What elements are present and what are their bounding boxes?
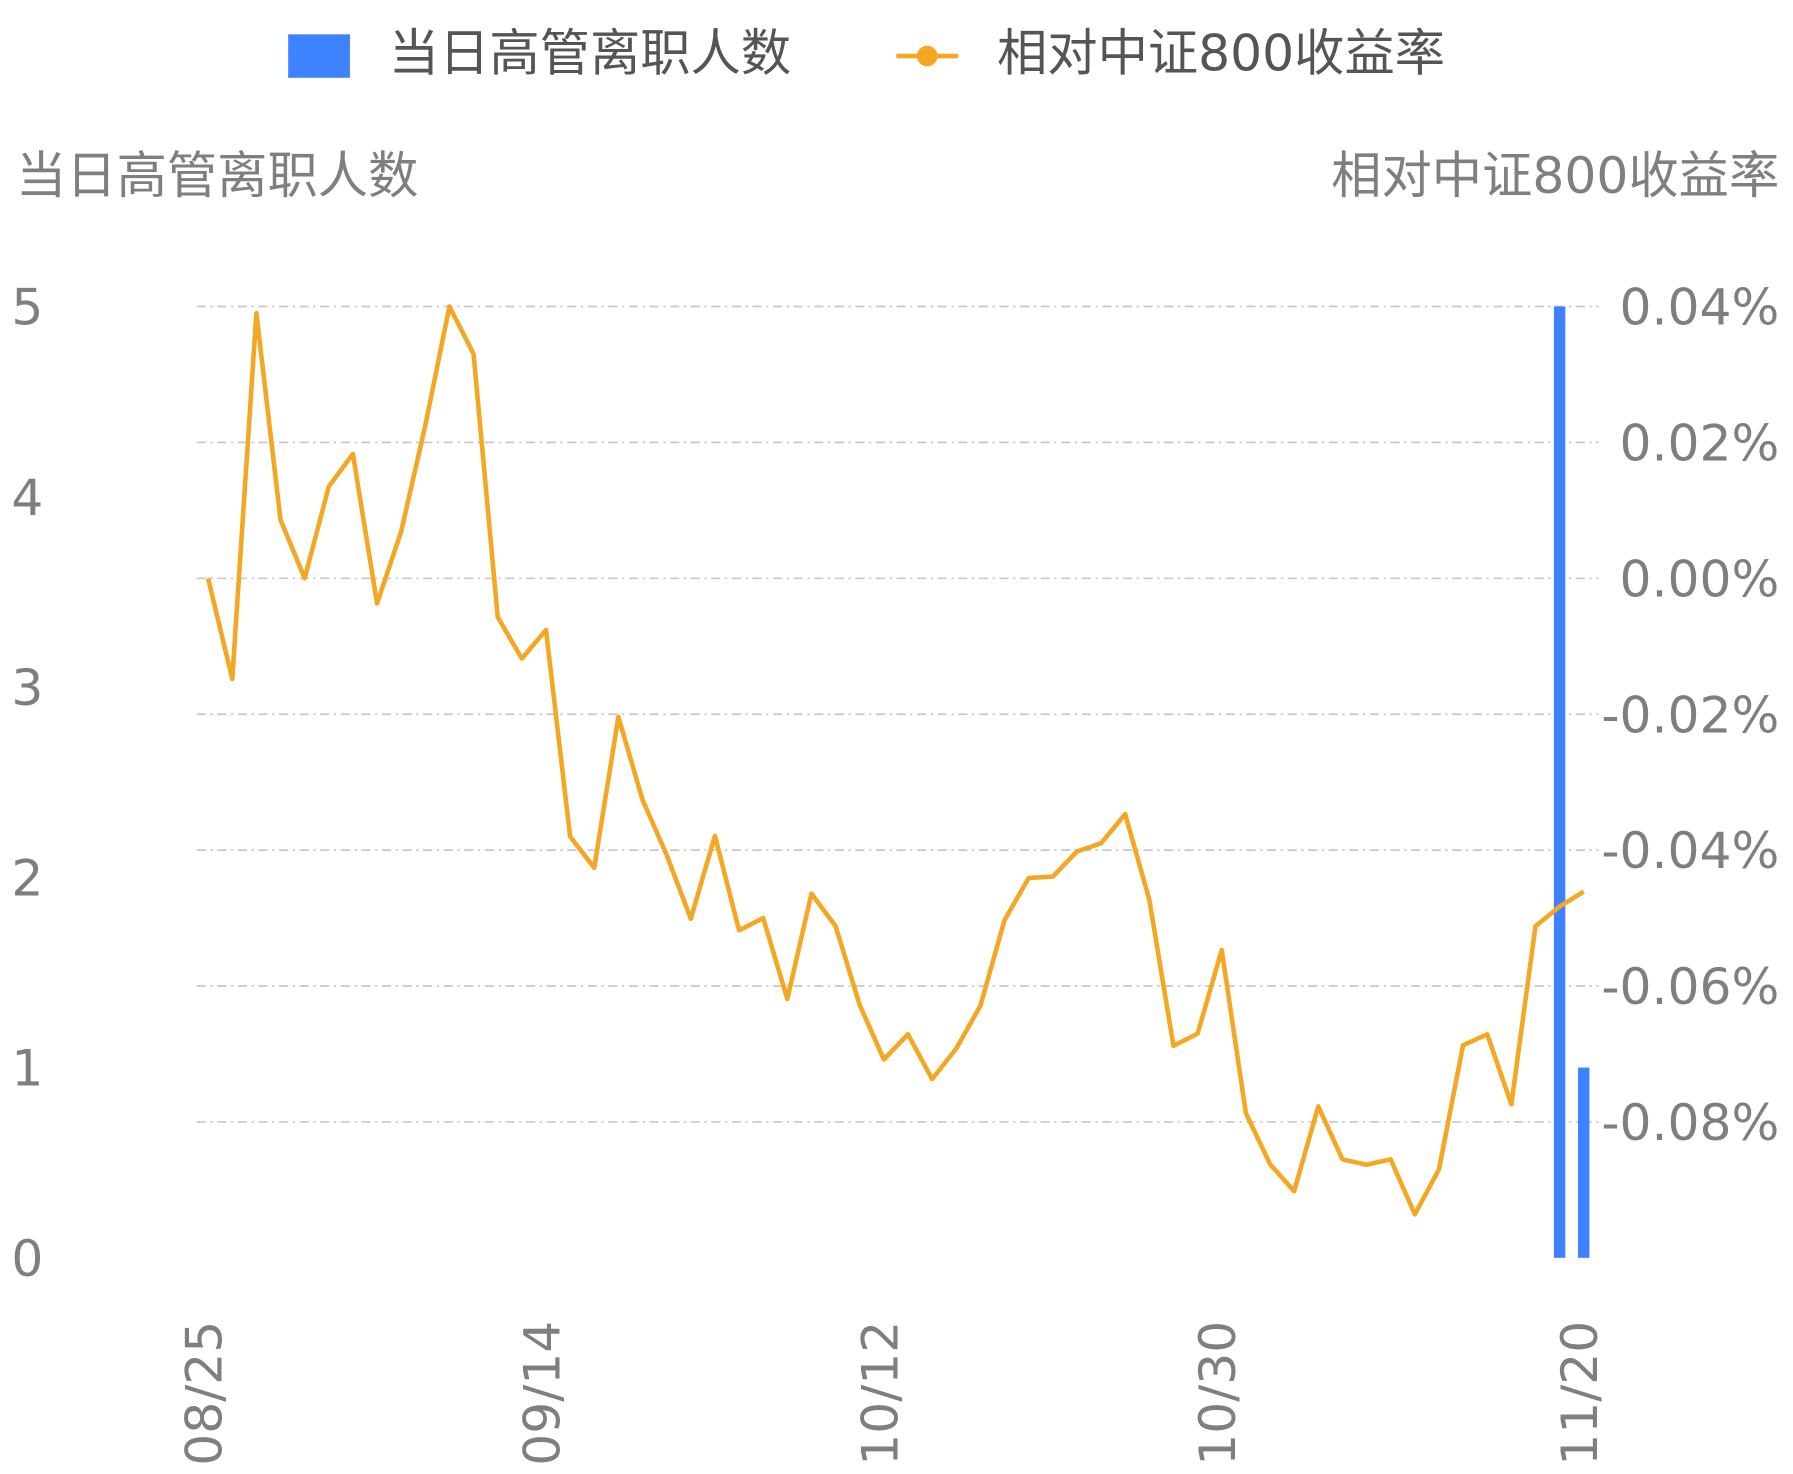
y-tick-label: 2 [11,848,43,907]
y2-axis-title: 相对中证800收益率 [1331,146,1779,205]
y2-tick-label: 0.04% [1619,278,1779,337]
y-tick-label: 4 [11,468,43,527]
y-tick-label: 5 [11,278,43,337]
y-tick-label: 3 [11,658,43,717]
bar [1553,306,1566,1258]
legend-swatch [916,45,938,67]
legend-label: 当日高管离职人数 [389,24,791,83]
x-tick-label: 10/12 [850,1321,909,1466]
y2-tick-label: 0.02% [1619,413,1779,472]
x-tick-label: 09/14 [512,1321,571,1466]
y2-tick-label: -0.08% [1601,1093,1779,1152]
legend-swatch [288,34,350,78]
x-tick-label: 08/25 [175,1321,234,1466]
y-tick-label: 1 [11,1039,43,1098]
y-tick-label: 0 [11,1229,43,1288]
bar [1578,1067,1590,1258]
y2-tick-label: -0.04% [1601,821,1779,880]
legend-label: 相对中证800收益率 [997,24,1445,83]
x-tick-label: 11/20 [1550,1321,1609,1466]
line [205,304,1585,1217]
y-axis-title: 当日高管离职人数 [16,146,418,205]
y2-tick-label: -0.02% [1601,685,1779,744]
y2-tick-label: 0.00% [1619,549,1779,608]
x-tick-label: 10/30 [1188,1321,1247,1466]
y2-tick-label: -0.06% [1601,957,1779,1016]
